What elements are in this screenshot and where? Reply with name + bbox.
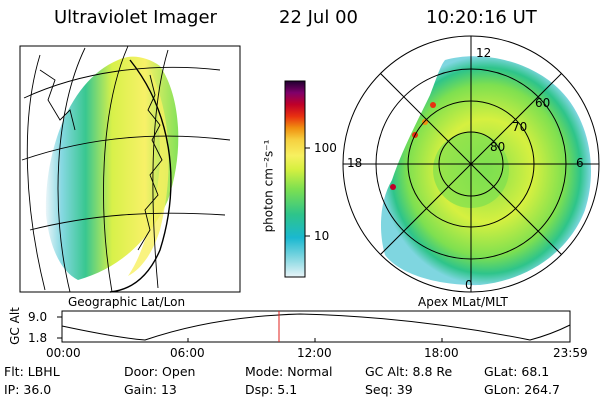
geographic-caption-text: Geographic Lat/Lon [68,295,186,309]
altitude-ytick-high: 9.0 [28,310,48,324]
instrument-title: Ultraviolet Imager [54,7,217,28]
mlat-label-60: 60 [535,96,551,110]
mlt-label-right: 6 [576,156,584,170]
colorbar-unit-label: photon cm⁻²s⁻¹ [261,139,276,233]
colorbar-tick-10: 10 [314,229,330,243]
polar-image [342,35,600,293]
status-seq: Seq: 39 [365,382,413,397]
status-dsp: Dsp: 5.1 [245,382,298,397]
mlt-label-left: 18 [347,156,363,170]
altitude-xtick-1: 06:00 [170,346,205,360]
status-glon: GLon: 264.7 [484,382,560,397]
mlt-label-top: 12 [476,46,492,60]
intensity-colorbar [284,80,310,278]
image-time: 10:20:16 UT [426,7,537,28]
altitude-plot [57,310,571,343]
altitude-ytick-low: 1.8 [28,331,48,345]
mlat-label-70: 70 [512,120,528,134]
status-mode: Mode: Normal [245,364,333,379]
altitude-xtick-3: 18:00 [424,346,459,360]
image-date: 22 Jul 00 [279,7,358,28]
altitude-ylabel: GC Alt [7,307,22,345]
mlt-label-bottom: 0 [465,278,473,292]
status-door: Door: Open [124,364,196,379]
altitude-xtick-4: 23:59 [553,346,588,360]
status-filter: Flt: LBHL [4,364,60,379]
polar-caption-text: Apex MLat/MLT [418,295,508,309]
altitude-xtick-2: 12:00 [297,346,332,360]
status-glat: GLat: 68.1 [484,364,550,379]
status-ip: IP: 36.0 [4,382,52,397]
status-gc-alt: GC Alt: 8.8 Re [365,364,453,379]
mlat-label-80: 80 [490,140,506,154]
altitude-xtick-0: 00:00 [46,346,81,360]
status-gain: Gain: 13 [124,382,177,397]
colorbar-tick-100: 100 [314,141,337,155]
geographic-image [19,45,241,293]
